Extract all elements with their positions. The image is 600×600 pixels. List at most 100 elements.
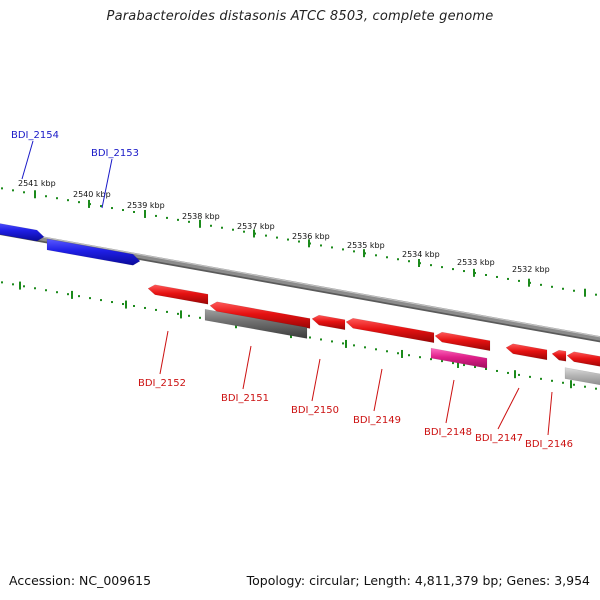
outer-minor-tick: [463, 270, 465, 273]
outer-minor-tick: [496, 275, 498, 278]
outer-minor-tick: [397, 258, 399, 261]
scale-label-2538: 2538 kbp: [182, 212, 220, 221]
outer-minor-tick: [45, 195, 47, 198]
gene-label-BDI_2149[interactable]: BDI_2149: [353, 415, 401, 426]
inner-minor-tick: [595, 387, 597, 390]
inner-minor-tick: [540, 377, 542, 380]
outer-minor-tick: [430, 264, 432, 267]
outer-minor-tick: [133, 210, 135, 213]
scale-label-2541: 2541 kbp: [18, 179, 56, 188]
outer-minor-tick: [221, 226, 223, 229]
outer-minor-tick: [353, 250, 355, 253]
scale-labels: 2541 kbp 2540 kbp 2539 kbp 2538 kbp 2537 kbp…: [18, 179, 550, 274]
leader-line-BDI_2153: [101, 158, 113, 209]
gene-labels[interactable]: BDI_2154 BDI_2153 BDI_2152 BDI_2151 BDI_2150…: [11, 130, 573, 450]
backbone-highlight: [0, 228, 600, 338]
scale-label-2540: 2540 kbp: [73, 190, 111, 199]
inner-minor-tick: [188, 314, 190, 317]
outer-minor-tick: [408, 260, 410, 263]
leader-line-BDI_2147: [497, 387, 520, 430]
outer-minor-tick: [551, 285, 553, 288]
gene-arrow-BDI_2151[interactable]: [209, 301, 311, 329]
gene-arrow-BDI_2153[interactable]: [46, 238, 141, 266]
scale-label-2537: 2537 kbp: [237, 222, 275, 231]
gene-arrow-BDI_2152[interactable]: [147, 284, 209, 305]
scale-label-2534: 2534 kbp: [402, 250, 440, 259]
outer-minor-tick: [56, 197, 58, 200]
inner-minor-tick: [463, 364, 465, 367]
outer-minor-tick: [166, 216, 168, 219]
outer-minor-tick: [485, 273, 487, 276]
grey-feature[interactable]: [204, 308, 308, 339]
outer-minor-tick: [518, 279, 520, 282]
inner-minor-tick: [584, 385, 586, 388]
gene-label-BDI_2152[interactable]: BDI_2152: [138, 378, 186, 389]
inner-minor-tick: [430, 358, 432, 361]
outer-minor-tick: [342, 248, 344, 251]
inner-minor-tick: [12, 283, 14, 286]
highlight-feature[interactable]: [430, 347, 488, 369]
inner-minor-tick: [155, 308, 157, 311]
inner-minor-tick: [375, 348, 377, 351]
inner-minor-tick: [562, 381, 564, 384]
inner-minor-tick: [419, 356, 421, 359]
leader-line-BDI_2151: [242, 345, 252, 390]
accession-text: Accession: NC_009615: [9, 573, 152, 588]
inner-minor-tick: [133, 304, 135, 307]
outer-minor-tick: [540, 283, 542, 286]
gene-label-BDI_2153[interactable]: BDI_2153: [91, 148, 139, 159]
outer-minor-tick: [232, 228, 234, 231]
outer-minor-tick: [177, 218, 179, 221]
gene-label-BDI_2147[interactable]: BDI_2147: [475, 433, 523, 444]
inner-minor-tick: [45, 289, 47, 292]
outer-scale-ticks: [1, 187, 597, 297]
leader-line-BDI_2150: [311, 358, 321, 402]
inner-minor-tick: [386, 350, 388, 353]
inner-minor-tick: [144, 306, 146, 309]
inner-minor-tick: [408, 354, 410, 357]
gene-label-BDI_2151[interactable]: BDI_2151: [221, 393, 269, 404]
inner-minor-tick: [507, 371, 509, 374]
inner-minor-tick: [67, 293, 69, 296]
gene-arrow-BDI_2150[interactable]: [311, 314, 346, 331]
leader-line-BDI_2154: [21, 140, 34, 180]
gene-arrow-BDI_2146-part2[interactable]: [566, 351, 600, 368]
outer-minor-tick: [573, 289, 575, 292]
gene-label-BDI_2154[interactable]: BDI_2154: [11, 130, 59, 141]
inner-minor-tick: [331, 340, 333, 343]
gene-features[interactable]: [0, 222, 600, 386]
inner-minor-tick: [1, 281, 3, 284]
inner-minor-tick: [177, 312, 179, 315]
gene-label-BDI_2148[interactable]: BDI_2148: [424, 427, 472, 438]
outer-minor-tick: [67, 199, 69, 202]
scale-label-2532: 2532 kbp: [512, 265, 550, 274]
gene-label-BDI_2150[interactable]: BDI_2150: [291, 405, 339, 416]
inner-minor-tick: [166, 310, 168, 313]
inner-minor-tick: [452, 362, 454, 365]
outer-minor-tick: [111, 207, 113, 210]
gene-arrow-BDI_2149[interactable]: [345, 317, 435, 343]
outer-minor-tick: [287, 238, 289, 241]
genome-title: Parabacteroides distasonis ATCC 8503, co…: [106, 9, 494, 24]
leader-line-BDI_2148: [445, 379, 455, 424]
gene-arrow-BDI_2148[interactable]: [434, 331, 491, 351]
topology-text: Topology: circular; Length: 4,811,379 bp…: [246, 573, 590, 588]
inner-minor-tick: [111, 301, 113, 304]
scale-label-2536: 2536 kbp: [292, 232, 330, 241]
gene-arrow-BDI_2147[interactable]: [505, 343, 548, 361]
outer-minor-tick: [298, 240, 300, 243]
inner-minor-tick: [320, 338, 322, 341]
gene-arrow-BDI_2146[interactable]: [551, 349, 567, 362]
scale-label-2539: 2539 kbp: [127, 201, 165, 210]
outer-minor-tick: [12, 189, 14, 192]
inner-minor-tick: [23, 285, 25, 288]
inner-minor-tick: [441, 360, 443, 363]
gene-label-BDI_2146[interactable]: BDI_2146: [525, 439, 573, 450]
outer-minor-tick: [562, 287, 564, 290]
inner-minor-tick: [529, 375, 531, 378]
light-grey-feature[interactable]: [564, 367, 600, 386]
inner-minor-tick: [56, 291, 58, 294]
gene-arrow-BDI_2154[interactable]: [0, 222, 45, 242]
outer-minor-tick: [595, 293, 597, 296]
